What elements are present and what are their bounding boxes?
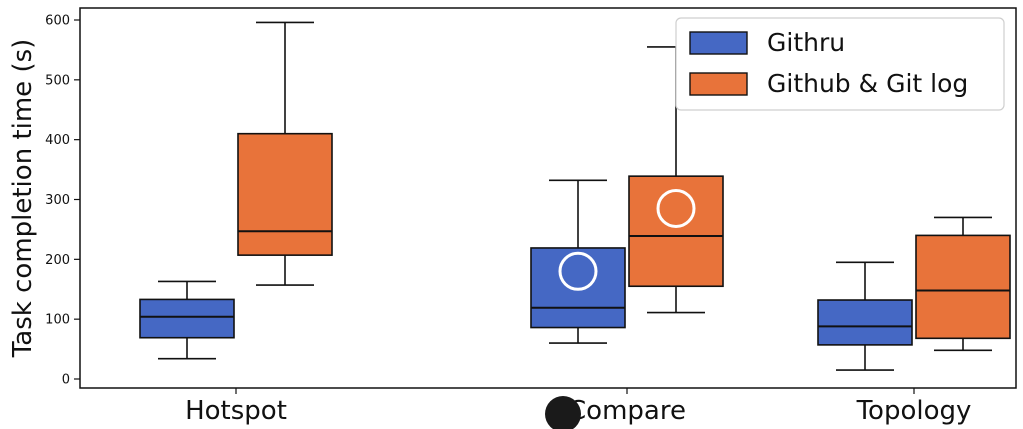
y-axis: 0 100 200 300 400 500 600 xyxy=(45,14,80,388)
y-tick-label: 200 xyxy=(45,253,70,268)
legend-swatch xyxy=(689,72,748,96)
annotation-markers xyxy=(558,188,696,291)
y-axis-title: Task completion time (s) xyxy=(8,39,38,359)
legend-swatch xyxy=(689,31,748,55)
y-tick-label: 300 xyxy=(45,193,70,208)
box-github-git-log-topology xyxy=(915,216,1011,352)
circle-marker xyxy=(656,188,696,228)
iqr-box xyxy=(530,247,626,329)
occluding-dot xyxy=(545,396,581,429)
x-tick-label-hotspot: Hotspot xyxy=(185,396,287,426)
box-githru-compare xyxy=(530,179,626,344)
y-tick-label: 100 xyxy=(45,313,70,328)
box-github-git-log-hotspot xyxy=(237,21,333,286)
y-tick-label: 500 xyxy=(45,73,70,88)
iqr-box xyxy=(817,299,913,346)
box-githru-topology xyxy=(817,261,913,371)
legend-label: Github & Git log xyxy=(767,69,968,98)
x-tick-label-compare: Compare xyxy=(568,396,686,426)
legend: Githru Github & Git log xyxy=(675,17,1005,111)
iqr-box xyxy=(237,132,333,256)
iqr-box xyxy=(628,175,724,288)
y-tick-label: 400 xyxy=(45,133,70,148)
category-labels: Hotspot Compare Topology xyxy=(185,388,971,426)
circle-marker xyxy=(558,251,598,291)
box-github-git-log-compare xyxy=(628,46,724,314)
y-tick-label: 600 xyxy=(45,14,70,29)
y-tick-label: 0 xyxy=(62,373,70,388)
iqr-box xyxy=(915,234,1011,340)
legend-label: Githru xyxy=(767,28,845,57)
iqr-box xyxy=(139,298,235,339)
legend-frame xyxy=(675,17,1005,111)
box-githru-hotspot xyxy=(139,280,235,360)
box-groups xyxy=(139,21,1011,371)
x-tick-label-topology: Topology xyxy=(856,396,972,426)
